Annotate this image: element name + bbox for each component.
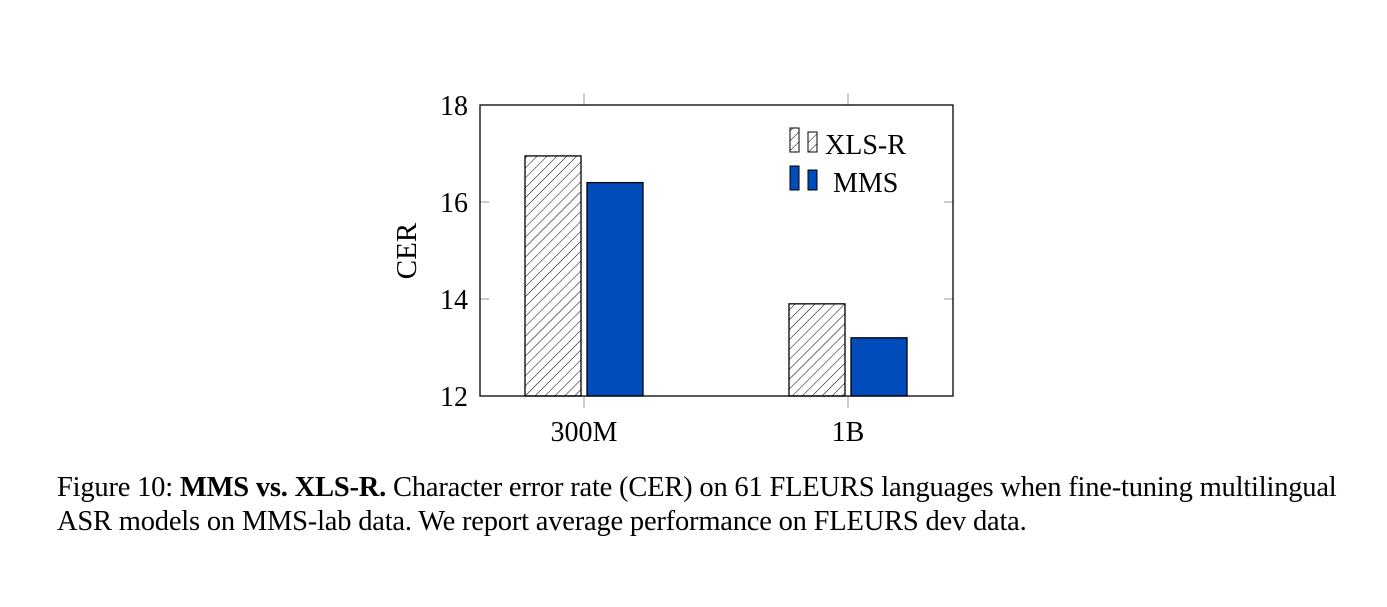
caption-title: MMS vs. XLS-R.: [179, 472, 387, 503]
legend-swatch-mms: [789, 165, 800, 191]
y-tick-label: 18: [440, 91, 468, 122]
caption-label: Figure 10:: [57, 472, 173, 503]
y-axis-label: CER: [391, 222, 423, 279]
bars: [524, 155, 908, 397]
bar-chart: 12 14 16 18 300M 1B CER XLS-R MMS: [391, 91, 954, 448]
y-tick-labels: 12 14 16 18: [440, 91, 468, 413]
x-tick-label: 1B: [832, 417, 865, 448]
plot-frame: [479, 104, 954, 397]
bar-xls-r-300m: [524, 155, 582, 397]
legend-swatch-xls-r-small: [807, 131, 818, 153]
y-tick-label: 12: [440, 382, 468, 413]
x-tick-label: 300M: [551, 417, 618, 448]
x-tick-labels: 300M 1B: [551, 417, 865, 448]
legend-label-xls-r: XLS-R: [825, 130, 906, 161]
y-tick-label: 14: [440, 285, 468, 316]
bar-xls-r-1b: [788, 303, 846, 397]
legend: XLS-R MMS: [789, 127, 906, 199]
legend-swatch-xls-r: [789, 127, 800, 153]
bar-mms-1b: [850, 337, 908, 397]
legend-swatch-mms-small: [807, 169, 818, 191]
legend-label-mms: MMS: [833, 168, 898, 199]
caption-text: Character error rate (CER) on 61 FLEURS …: [57, 472, 1337, 537]
y-tick-label: 16: [440, 188, 468, 219]
figure-caption: Figure 10: MMS vs. XLS-R. Character erro…: [57, 471, 1347, 539]
bar-mms-300m: [586, 181, 644, 397]
